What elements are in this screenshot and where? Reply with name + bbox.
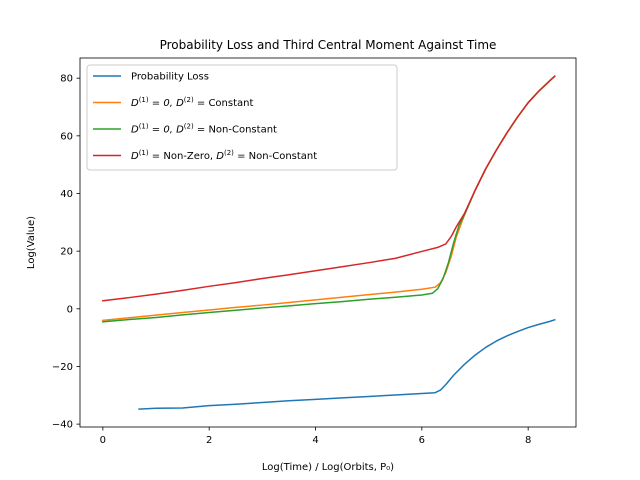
legend-label-1: D(1)​ = 0, D(2)​ = Constant [131,96,253,109]
chart-title: Probability Loss and Third Central Momen… [160,38,497,52]
y-tick-label: 60 [60,131,73,142]
series-line-3 [102,75,556,302]
x-tick-label: 4 [312,435,318,446]
y-tick-label: 40 [60,189,73,200]
legend: Probability Loss D(1)​ = 0, D(2)​ = Const… [86,64,398,171]
plot-lines [102,75,556,410]
y-tick-label: 80 [60,74,73,85]
y-tick-label: 0 [67,304,73,315]
legend-label-3: D(1)​ = Non-Zero, D(2)​ = Non-Constant [131,149,317,162]
y-axis-label: Log(Value) [26,216,37,269]
legend-label-0: Probability Loss [131,72,209,83]
legend-box [86,64,398,171]
x-tick-label: 0 [100,435,106,446]
x-tick-label: 6 [419,435,425,446]
series-line-0 [138,318,556,410]
legend-label-2: D(1)​ = 0, D(2)​ = Non-Constant [131,123,277,136]
y-tick-label: 20 [60,247,73,258]
x-axis-ticks: 0 2 4 6 8 [100,427,531,446]
y-tick-label: −20 [52,362,73,373]
x-axis-label: Log(Time) / Log(Orbits, P₀) [262,462,394,473]
x-tick-label: 8 [525,435,531,446]
x-tick-label: 2 [206,435,212,446]
y-tick-label: −40 [52,420,73,431]
axes-frame [79,57,577,428]
y-axis-ticks: −40 −20 0 20 40 60 80 [52,74,80,431]
